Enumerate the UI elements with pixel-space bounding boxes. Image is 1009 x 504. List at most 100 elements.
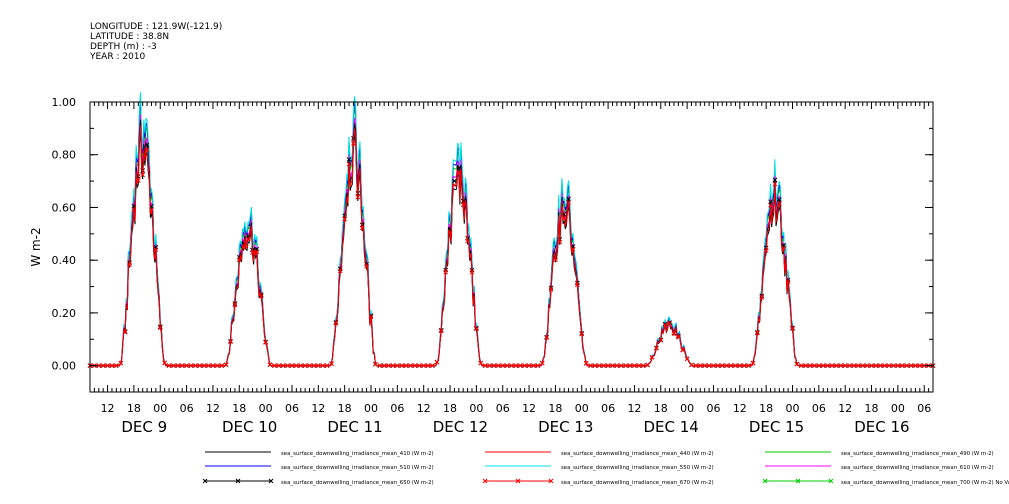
- series-marker-7: [324, 363, 330, 368]
- series-marker-7: [258, 293, 264, 299]
- x-tick-label: 18: [443, 402, 457, 415]
- series-marker-7: [188, 363, 194, 368]
- series-marker-7: [693, 363, 699, 368]
- series-marker-7: [719, 363, 725, 368]
- series-marker-7: [724, 363, 729, 368]
- series-marker-7: [315, 363, 321, 368]
- series-marker-7: [210, 363, 216, 368]
- series-marker-7: [921, 363, 927, 368]
- series-marker-7: [206, 363, 211, 368]
- series-marker-7: [302, 363, 308, 368]
- x-tick-label: 12: [627, 402, 641, 415]
- series-marker-7: [333, 320, 339, 326]
- series-marker-7: [307, 363, 312, 368]
- series-marker-7: [495, 363, 501, 368]
- depth-label: DEPTH (m) : -3: [90, 42, 157, 52]
- series-marker-7: [825, 363, 830, 368]
- x-tick-label: 12: [522, 402, 536, 415]
- series-marker-7: [689, 362, 694, 368]
- series-marker-7: [838, 363, 844, 368]
- series-marker-7: [807, 363, 813, 368]
- series-marker-7: [135, 178, 141, 183]
- series-marker-7: [658, 337, 664, 343]
- legend-label-3: sea_surface_downwelling_irradiance_mean_…: [281, 465, 434, 471]
- x-tick-label: 06: [812, 402, 826, 415]
- x-tick-label: 12: [311, 402, 325, 415]
- series-marker-7: [438, 328, 444, 334]
- series-marker-7: [649, 355, 655, 360]
- series-marker-7: [245, 236, 251, 242]
- x-tick-label: 06: [285, 402, 299, 415]
- series-marker-7: [346, 161, 352, 167]
- series-marker-7: [254, 249, 260, 255]
- series-line-4: [90, 92, 933, 367]
- series-marker-7: [522, 363, 528, 368]
- series-marker-7: [447, 230, 453, 235]
- series-marker-7: [711, 363, 716, 368]
- series-marker-7: [553, 257, 558, 263]
- legend-marker-8: [828, 478, 834, 484]
- x-day-label: DEC 11: [327, 418, 382, 436]
- series-marker-7: [443, 269, 448, 275]
- series-marker-7: [452, 182, 457, 188]
- legend: sea_surface_downwelling_irradiance_mean_…: [202, 451, 1009, 486]
- series-marker-7: [618, 363, 624, 368]
- series-marker-7: [781, 245, 787, 251]
- x-tick-label: 00: [364, 402, 378, 415]
- series-marker-7: [166, 363, 172, 368]
- series-marker-7: [772, 181, 778, 187]
- axes-layer: 0.00 0.20 0.40 0.60 0.80 1.00 W m-2 12 18 00 06 12 1…: [29, 96, 934, 436]
- series-marker-7: [886, 363, 892, 368]
- legend-label-8: sea_surface_downwelling_irradiance_mean_…: [841, 480, 1009, 486]
- series-marker-7: [829, 363, 835, 368]
- series-marker-7: [179, 363, 185, 368]
- year-label: YEAR : 2010: [90, 52, 146, 62]
- series-marker-7: [377, 363, 383, 368]
- series-marker-7: [904, 363, 910, 368]
- series-marker-7: [113, 363, 119, 368]
- x-tick-label: 12: [206, 402, 220, 415]
- series-marker-7: [175, 363, 181, 368]
- x-day-label: DEC 10: [222, 418, 277, 436]
- series-marker-7: [509, 363, 514, 368]
- series-marker-7: [899, 363, 905, 368]
- series-marker-7: [601, 363, 607, 368]
- series-marker-7: [566, 200, 571, 205]
- series-marker-7: [891, 363, 896, 368]
- series-marker-7: [228, 339, 233, 345]
- series-marker-7: [645, 362, 650, 368]
- series-line-5: [90, 114, 933, 367]
- series-marker-7: [421, 363, 427, 368]
- series-marker-7: [759, 295, 765, 300]
- series-marker-7: [267, 362, 273, 368]
- series-marker-7: [667, 321, 672, 326]
- x-tick-label: 06: [390, 402, 404, 415]
- x-tick-label: 18: [232, 402, 246, 415]
- series-marker-7: [592, 363, 598, 368]
- series-marker-7: [864, 363, 870, 368]
- series-marker-7: [109, 363, 115, 368]
- series-marker-7: [294, 363, 299, 368]
- series-marker-7: [702, 363, 708, 368]
- series-marker-7: [487, 363, 492, 368]
- plot-header: LONGITUDE : 121.9W(-121.9) LATITUDE : 38…: [90, 22, 222, 62]
- series-marker-7: [535, 363, 541, 368]
- series-marker-7: [272, 363, 277, 368]
- x-day-label: DEC 12: [433, 418, 488, 436]
- series-marker-7: [394, 363, 400, 368]
- x-day-label: DEC 13: [538, 418, 593, 436]
- series-marker-7: [539, 360, 545, 366]
- series-line-3: [90, 97, 933, 367]
- series-marker-7: [214, 363, 220, 368]
- series-line-6: [90, 119, 933, 367]
- series-marker-7: [298, 363, 304, 368]
- series-marker-7: [763, 248, 769, 253]
- x-day-label: DEC 9: [121, 418, 167, 436]
- series-marker-6: [772, 177, 778, 183]
- series-marker-7: [96, 363, 102, 368]
- series-marker-7: [162, 360, 167, 366]
- legend-label-0: sea_surface_downwelling_irradiance_mean_…: [281, 451, 434, 457]
- series-marker-7: [478, 360, 484, 366]
- series-marker-7: [662, 322, 668, 328]
